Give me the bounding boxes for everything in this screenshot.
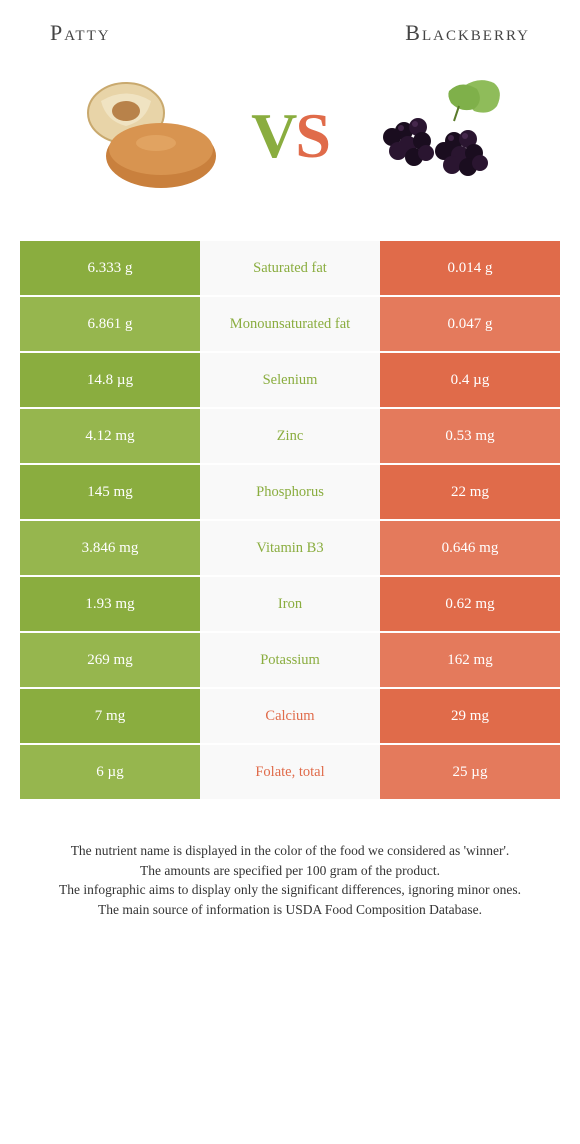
nutrient-row: 269 mgPotassium162 mg bbox=[20, 633, 560, 689]
value-right: 29 mg bbox=[380, 689, 560, 743]
nutrient-row: 6 µgFolate, total25 µg bbox=[20, 745, 560, 801]
value-right: 0.646 mg bbox=[380, 521, 560, 575]
value-right: 0.4 µg bbox=[380, 353, 560, 407]
value-left: 14.8 µg bbox=[20, 353, 200, 407]
nutrient-label: Vitamin B3 bbox=[200, 521, 380, 575]
patty-image bbox=[66, 66, 231, 206]
food-title-right: Blackberry bbox=[405, 20, 530, 46]
food-title-left: Patty bbox=[50, 20, 111, 46]
value-right: 25 µg bbox=[380, 745, 560, 799]
nutrient-row: 6.861 gMonounsaturated fat0.047 g bbox=[20, 297, 560, 353]
value-left: 145 mg bbox=[20, 465, 200, 519]
value-right: 162 mg bbox=[380, 633, 560, 687]
nutrient-table: 6.333 gSaturated fat0.014 g6.861 gMonoun… bbox=[0, 241, 580, 801]
nutrient-row: 7 mgCalcium29 mg bbox=[20, 689, 560, 745]
value-left: 7 mg bbox=[20, 689, 200, 743]
vs-s: S bbox=[295, 100, 329, 171]
value-left: 6.333 g bbox=[20, 241, 200, 295]
vs-label: VS bbox=[251, 99, 329, 173]
value-right: 0.62 mg bbox=[380, 577, 560, 631]
nutrient-label: Calcium bbox=[200, 689, 380, 743]
nutrient-label: Selenium bbox=[200, 353, 380, 407]
value-right: 0.014 g bbox=[380, 241, 560, 295]
nutrient-row: 14.8 µgSelenium0.4 µg bbox=[20, 353, 560, 409]
nutrient-row: 145 mgPhosphorus22 mg bbox=[20, 465, 560, 521]
vs-v: V bbox=[251, 100, 295, 171]
nutrient-label: Phosphorus bbox=[200, 465, 380, 519]
nutrient-row: 3.846 mgVitamin B30.646 mg bbox=[20, 521, 560, 577]
value-left: 6 µg bbox=[20, 745, 200, 799]
nutrient-label: Iron bbox=[200, 577, 380, 631]
footer-line: The amounts are specified per 100 gram o… bbox=[30, 861, 550, 881]
footer-line: The nutrient name is displayed in the co… bbox=[30, 841, 550, 861]
footer-notes: The nutrient name is displayed in the co… bbox=[0, 801, 580, 949]
footer-line: The infographic aims to display only the… bbox=[30, 880, 550, 900]
nutrient-label: Zinc bbox=[200, 409, 380, 463]
value-left: 3.846 mg bbox=[20, 521, 200, 575]
nutrient-label: Potassium bbox=[200, 633, 380, 687]
value-left: 4.12 mg bbox=[20, 409, 200, 463]
value-right: 22 mg bbox=[380, 465, 560, 519]
value-right: 0.53 mg bbox=[380, 409, 560, 463]
value-left: 269 mg bbox=[20, 633, 200, 687]
nutrient-label: Monounsaturated fat bbox=[200, 297, 380, 351]
value-right: 0.047 g bbox=[380, 297, 560, 351]
vs-row: VS bbox=[0, 56, 580, 241]
value-left: 1.93 mg bbox=[20, 577, 200, 631]
footer-line: The main source of information is USDA F… bbox=[30, 900, 550, 920]
nutrient-row: 4.12 mgZinc0.53 mg bbox=[20, 409, 560, 465]
value-left: 6.861 g bbox=[20, 297, 200, 351]
nutrient-label: Saturated fat bbox=[200, 241, 380, 295]
header: Patty Blackberry bbox=[0, 0, 580, 56]
nutrient-row: 1.93 mgIron0.62 mg bbox=[20, 577, 560, 633]
nutrient-row: 6.333 gSaturated fat0.014 g bbox=[20, 241, 560, 297]
nutrient-label: Folate, total bbox=[200, 745, 380, 799]
blackberry-image bbox=[349, 66, 514, 206]
